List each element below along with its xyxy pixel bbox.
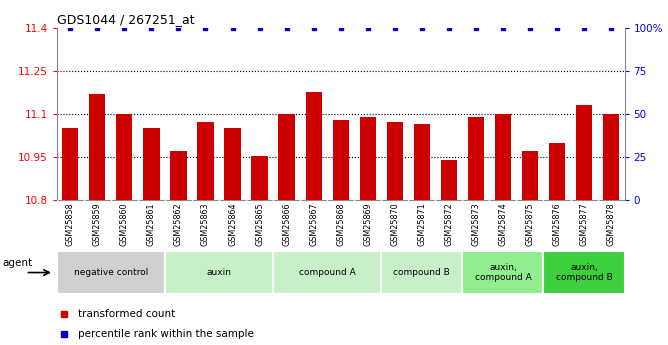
Bar xyxy=(441,160,457,200)
Bar xyxy=(251,156,268,200)
Bar xyxy=(90,94,106,200)
FancyBboxPatch shape xyxy=(57,251,165,294)
Bar xyxy=(413,124,430,200)
Text: GSM25870: GSM25870 xyxy=(390,203,399,246)
Text: compound A: compound A xyxy=(299,268,355,277)
Bar xyxy=(279,114,295,200)
Bar xyxy=(495,114,511,200)
Text: GSM25876: GSM25876 xyxy=(552,203,562,246)
Text: GSM25873: GSM25873 xyxy=(472,203,480,246)
Bar xyxy=(468,117,484,200)
Text: GSM25860: GSM25860 xyxy=(120,203,129,246)
Bar xyxy=(170,151,186,200)
Text: GSM25874: GSM25874 xyxy=(498,203,508,246)
Text: GSM25877: GSM25877 xyxy=(580,203,589,246)
FancyBboxPatch shape xyxy=(462,251,544,294)
Text: GSM25878: GSM25878 xyxy=(607,203,615,246)
Text: GSM25867: GSM25867 xyxy=(309,203,318,246)
Text: GSM25866: GSM25866 xyxy=(282,203,291,246)
Bar xyxy=(333,120,349,200)
Text: agent: agent xyxy=(3,258,33,268)
Bar xyxy=(549,142,565,200)
Bar xyxy=(305,92,322,200)
Text: GSM25865: GSM25865 xyxy=(255,203,264,246)
Text: GSM25868: GSM25868 xyxy=(336,203,345,246)
FancyBboxPatch shape xyxy=(381,251,462,294)
Bar xyxy=(144,128,160,200)
Text: GSM25863: GSM25863 xyxy=(201,203,210,246)
Bar xyxy=(116,114,132,200)
Text: compound B: compound B xyxy=(393,268,450,277)
Text: GSM25869: GSM25869 xyxy=(363,203,372,246)
Text: negative control: negative control xyxy=(73,268,148,277)
Bar xyxy=(576,105,592,200)
Bar xyxy=(359,117,376,200)
FancyBboxPatch shape xyxy=(273,251,381,294)
Text: auxin: auxin xyxy=(206,268,232,277)
Bar xyxy=(522,151,538,200)
Bar xyxy=(197,122,214,200)
Text: auxin,
compound A: auxin, compound A xyxy=(474,263,531,282)
Text: GSM25875: GSM25875 xyxy=(526,203,534,246)
FancyBboxPatch shape xyxy=(544,251,625,294)
Text: GSM25859: GSM25859 xyxy=(93,203,102,246)
Bar xyxy=(387,122,403,200)
Bar xyxy=(62,128,78,200)
Text: GSM25858: GSM25858 xyxy=(66,203,75,246)
Text: GSM25871: GSM25871 xyxy=(418,203,426,246)
Bar xyxy=(224,128,240,200)
Text: GSM25862: GSM25862 xyxy=(174,203,183,246)
Text: auxin,
compound B: auxin, compound B xyxy=(556,263,613,282)
Text: GSM25864: GSM25864 xyxy=(228,203,237,246)
Text: GDS1044 / 267251_at: GDS1044 / 267251_at xyxy=(57,13,194,27)
Text: percentile rank within the sample: percentile rank within the sample xyxy=(78,329,255,339)
Bar xyxy=(603,114,619,200)
Text: GSM25872: GSM25872 xyxy=(444,203,454,246)
Text: transformed count: transformed count xyxy=(78,309,176,319)
FancyBboxPatch shape xyxy=(165,251,273,294)
Text: GSM25861: GSM25861 xyxy=(147,203,156,246)
